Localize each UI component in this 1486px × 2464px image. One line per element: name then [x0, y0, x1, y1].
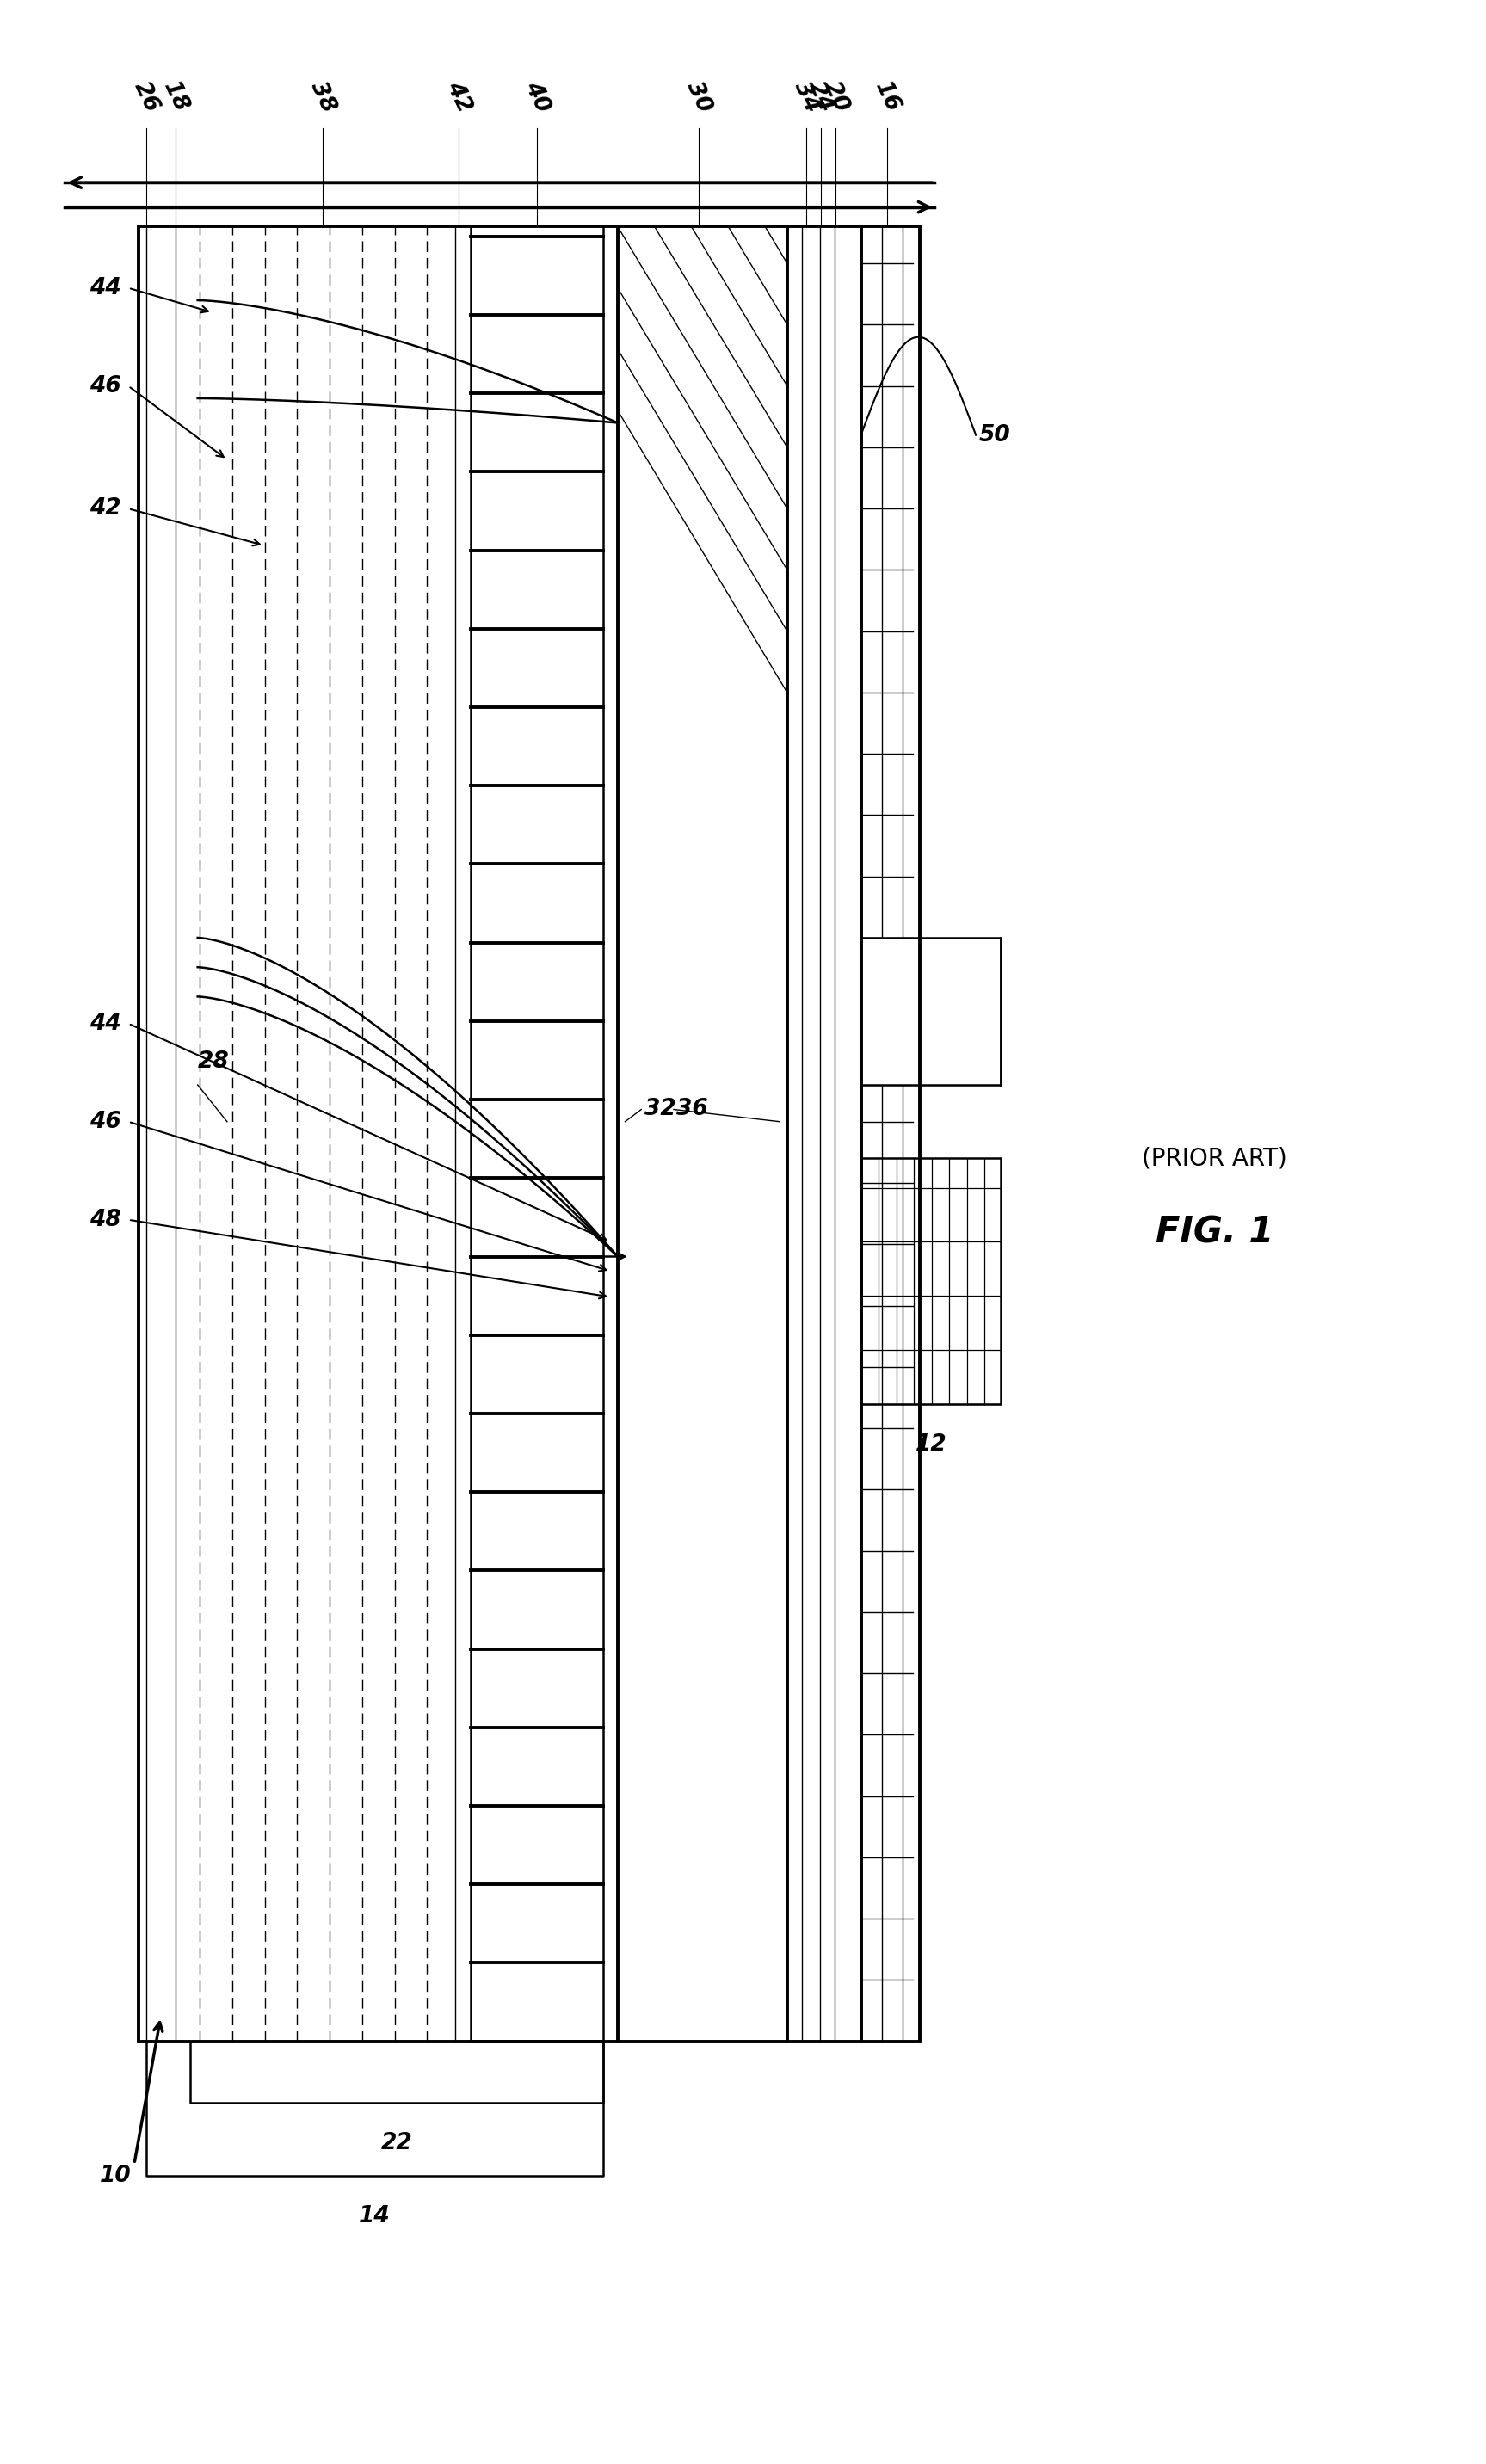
Text: 50: 50 [979, 424, 1010, 446]
Text: 30: 30 [682, 79, 716, 116]
Text: 28: 28 [198, 1050, 229, 1072]
Bar [860, 1158, 1002, 1404]
Text: 18: 18 [159, 79, 192, 116]
Text: 38: 38 [306, 79, 340, 116]
Text: 48: 48 [89, 1207, 120, 1232]
Text: 26: 26 [129, 79, 163, 116]
Text: 22: 22 [380, 2131, 413, 2154]
Text: 24: 24 [804, 79, 838, 116]
Text: 12: 12 [915, 1434, 947, 1456]
Text: 44: 44 [89, 1013, 120, 1035]
Text: 42: 42 [441, 79, 476, 116]
Text: 42: 42 [89, 498, 120, 520]
Text: 14: 14 [358, 2205, 391, 2227]
Bar [860, 939, 1002, 1084]
Bar [138, 227, 920, 2040]
Text: 10: 10 [100, 2166, 131, 2188]
Text: 40: 40 [520, 79, 553, 116]
Text: (PRIOR ART): (PRIOR ART) [1143, 1146, 1287, 1170]
Text: 46: 46 [89, 375, 120, 397]
Text: FIG. 1: FIG. 1 [1156, 1215, 1274, 1249]
Text: 32: 32 [645, 1099, 676, 1121]
Text: 46: 46 [89, 1111, 120, 1133]
Text: 16: 16 [871, 79, 905, 116]
Text: 34: 34 [789, 79, 823, 116]
Text: 44: 44 [89, 276, 120, 298]
Text: 36: 36 [676, 1099, 709, 1121]
Text: 20: 20 [819, 79, 853, 116]
